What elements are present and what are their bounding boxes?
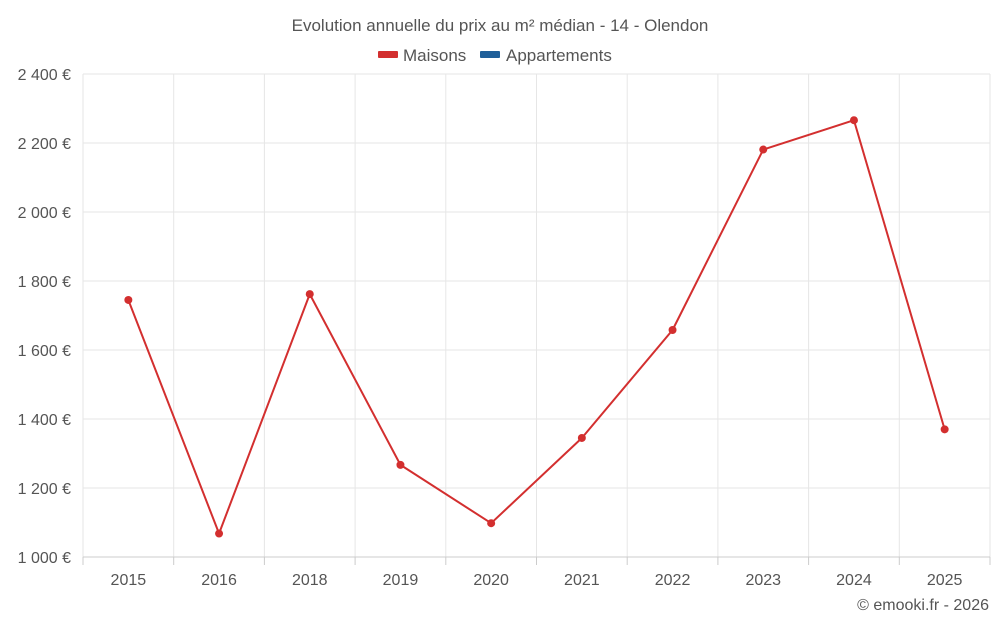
legend-label-appartements: Appartements <box>506 46 612 65</box>
data-point-maisons[interactable] <box>849 116 858 125</box>
y-tick-label: 1 200 € <box>18 481 71 498</box>
data-point-maisons[interactable] <box>124 295 133 304</box>
y-tick-label: 2 000 € <box>18 205 71 222</box>
y-tick-label: 1 000 € <box>18 550 71 567</box>
legend: Maisons Appartements <box>378 46 612 65</box>
x-tick-label: 2021 <box>564 572 600 589</box>
x-tick-label: 2018 <box>292 572 328 589</box>
legend-item-maisons[interactable]: Maisons <box>378 46 466 65</box>
legend-swatch-appartements <box>480 51 500 58</box>
x-tick-label: 2015 <box>111 572 147 589</box>
chart-title: Evolution annuelle du prix au m² médian … <box>292 16 709 35</box>
data-point-maisons[interactable] <box>215 529 224 538</box>
data-point-maisons[interactable] <box>396 460 405 469</box>
data-point-maisons[interactable] <box>759 145 768 154</box>
credit-text: © emooki.fr - 2026 <box>857 597 989 614</box>
grid <box>82 73 991 557</box>
x-tick-label: 2024 <box>836 572 872 589</box>
data-point-maisons[interactable] <box>940 425 949 434</box>
data-point-maisons[interactable] <box>305 290 314 299</box>
data-point-maisons[interactable] <box>668 325 677 334</box>
axes: 2 400 € 2 200 € 2 000 € 1 800 € 1 600 € 1 400… <box>18 67 991 589</box>
data-point-maisons[interactable] <box>487 519 496 528</box>
x-tick-label: 2020 <box>473 572 509 589</box>
x-tick-label: 2019 <box>383 572 419 589</box>
x-tick-label: 2022 <box>655 572 691 589</box>
x-tick-label: 2023 <box>745 572 781 589</box>
data-point-maisons[interactable] <box>577 433 586 442</box>
legend-label-maisons: Maisons <box>403 46 466 65</box>
legend-item-appartements[interactable]: Appartements <box>480 46 612 65</box>
series-line-maisons <box>127 119 946 535</box>
legend-swatch-maisons <box>378 51 398 58</box>
x-tick-label: 2025 <box>927 572 963 589</box>
x-tick-label: 2016 <box>201 572 237 589</box>
y-tick-label: 1 400 € <box>18 412 71 429</box>
y-tick-label: 1 600 € <box>18 343 71 360</box>
y-tick-label: 2 200 € <box>18 136 71 153</box>
series-maisons <box>124 116 949 538</box>
y-tick-label: 2 400 € <box>18 67 71 84</box>
y-tick-label: 1 800 € <box>18 274 71 291</box>
